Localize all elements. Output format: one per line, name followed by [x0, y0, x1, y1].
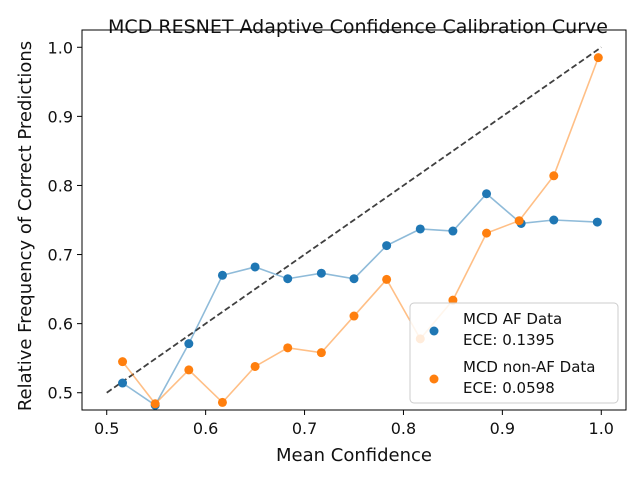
y-tick-label: 0.6 [48, 315, 73, 334]
data-point [382, 274, 392, 284]
data-point [593, 53, 603, 63]
data-point [316, 268, 326, 278]
y-tick-label: 0.9 [48, 107, 73, 126]
legend-marker-af [429, 326, 439, 336]
data-point [415, 224, 425, 234]
perfect-calibration-line [106, 46, 602, 394]
x-tick-label: 0.7 [292, 419, 317, 438]
data-point [118, 378, 128, 388]
legend-label-non-af: MCD non-AF Data [463, 358, 595, 376]
y-tick-label: 0.8 [48, 176, 73, 195]
data-point [349, 274, 359, 284]
data-point [448, 295, 458, 305]
data-point [349, 311, 359, 321]
af-series-points [118, 189, 602, 410]
data-point [549, 171, 559, 181]
data-point [514, 216, 524, 226]
chart-title: MCD RESNET Adaptive Confidence Calibrati… [108, 16, 608, 38]
x-tick-label: 0.6 [193, 419, 218, 438]
data-point [448, 226, 458, 236]
data-point [283, 343, 293, 353]
data-point [592, 217, 602, 227]
legend-ece-non-af: ECE: 0.0598 [463, 379, 555, 397]
data-point [217, 270, 227, 280]
data-point [184, 365, 194, 375]
x-axis-ticks: 0.5 0.6 0.7 0.8 0.9 1.0 [94, 410, 614, 438]
data-point [118, 357, 128, 367]
y-tick-label: 0.7 [48, 246, 73, 265]
data-point [549, 215, 559, 225]
plot-frame [81, 29, 627, 411]
data-point [250, 361, 260, 371]
x-tick-label: 0.8 [391, 419, 416, 438]
x-tick-label: 0.5 [94, 419, 119, 438]
data-point [217, 397, 227, 407]
legend: MCD AF Data ECE: 0.1395 MCD non-AF Data … [409, 302, 619, 404]
legend-ece-af: ECE: 0.1395 [463, 331, 555, 349]
legend-marker-non-af [429, 374, 439, 384]
y-tick-label: 1.0 [48, 38, 73, 57]
data-point [382, 241, 392, 251]
y-tick-label: 0.5 [48, 384, 73, 403]
x-tick-label: 0.9 [490, 419, 515, 438]
legend-label-af: MCD AF Data [463, 310, 562, 328]
x-tick-label: 1.0 [589, 419, 614, 438]
data-point [316, 348, 326, 358]
data-point [482, 189, 492, 199]
x-axis-label: Mean Confidence [276, 445, 432, 466]
y-axis-label: Relative Frequency of Correct Prediction… [15, 41, 36, 411]
data-point [482, 228, 492, 238]
data-point [250, 262, 260, 272]
data-point [150, 399, 160, 409]
data-point [283, 274, 293, 284]
legend-box [409, 302, 619, 404]
data-point [184, 339, 194, 349]
y-axis-ticks: 0.5 0.6 0.7 0.8 0.9 1.0 [48, 38, 82, 403]
